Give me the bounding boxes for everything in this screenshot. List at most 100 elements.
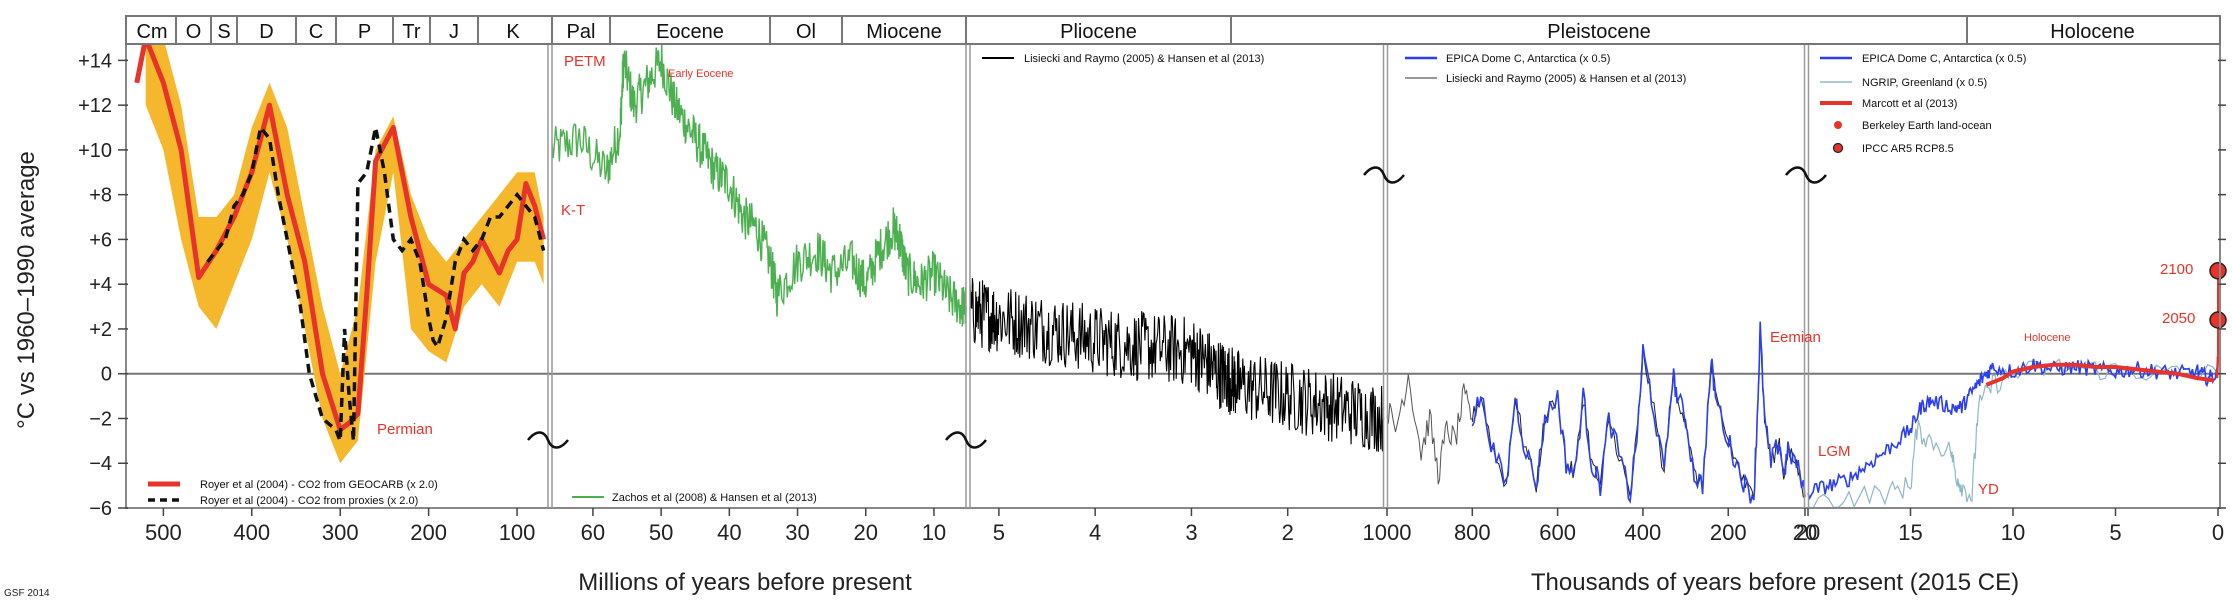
axis-break-squiggle — [1363, 166, 1405, 184]
y-tick-label: +6 — [89, 229, 112, 251]
x-tick-label: 100 — [499, 520, 536, 545]
annotation-holocene: Holocene — [2024, 332, 2070, 344]
era-label: K — [506, 21, 520, 43]
legend-label: Lisiecki and Raymo (2005) & Hansen et al… — [1446, 73, 1686, 85]
annotation-layer: Permian PETM Early Eocene K-T Eemian LGM YD Hol… — [377, 53, 2195, 498]
x-tick-label: 500 — [145, 520, 182, 545]
x-axis-label-left: Millions of years before present — [578, 569, 912, 596]
y-tick-label: +12 — [78, 95, 112, 117]
series-royer-proxies — [206, 123, 546, 442]
y-tick-label: −6 — [89, 498, 112, 520]
x-tick-label: 800 — [1454, 520, 1491, 545]
x-tick-label: 400 — [233, 520, 270, 545]
series-marcott — [1985, 362, 2215, 387]
y-axis-label: °C vs 1960–1990 average — [13, 151, 40, 429]
x-tick-label: 30 — [785, 520, 809, 545]
projection-point — [2209, 262, 2227, 280]
era-label: S — [217, 21, 230, 43]
era-label: D — [259, 21, 273, 43]
era-label: Miocene — [866, 21, 942, 43]
x-tick-label: 4 — [1089, 520, 1101, 545]
x-tick-label: 15 — [1898, 520, 1922, 545]
y-tick-label: 0 — [101, 364, 112, 386]
x-tick-label: 200 — [1710, 520, 1747, 545]
footer-credit: GSF 2014 — [4, 588, 50, 599]
x-tick-label: 10 — [922, 520, 946, 545]
annotation-eemian: Eemian — [1770, 329, 1821, 346]
era-header: Cm O S D C P Tr J K Pal Eocene Ol Miocene Pliocene Ple… — [125, 15, 2221, 45]
series-lisiecki-pleistocene — [1386, 374, 1473, 485]
annotation-yd: YD — [1978, 481, 1999, 498]
legend-label: Royer et al (2004) - CO2 from proxies (x… — [200, 495, 418, 507]
axis-break-squiggle — [1785, 166, 1827, 184]
era-label: P — [358, 21, 371, 43]
x-tick-label: 200 — [410, 520, 447, 545]
projection-point — [2209, 311, 2227, 329]
era-label: Pliocene — [1060, 21, 1137, 43]
y-tick-label: +4 — [89, 274, 112, 296]
x-axis: 500 400 300 200 100 60 50 40 30 20 10 5 4 3 2 1000 800 60… — [145, 508, 2224, 545]
x-tick-label: 20 — [853, 520, 877, 545]
x-tick-label: 20 — [1793, 520, 1817, 545]
era-label: Ol — [796, 21, 816, 43]
era-label: Tr — [402, 21, 420, 43]
x-tick-label: 1000 — [1363, 520, 1412, 545]
legend-label: EPICA Dome C, Antarctica (x 0.5) — [1862, 53, 2026, 65]
axis-break-squiggle — [945, 431, 987, 449]
era-header-frame — [125, 15, 2221, 45]
annotation-petm: PETM — [564, 53, 606, 70]
era-label: Cm — [136, 21, 167, 43]
era-label: Eocene — [656, 21, 724, 43]
band-layer — [145, 38, 544, 464]
uncertainty-band — [145, 38, 544, 464]
legend-label: IPCC AR5 RCP8.5 — [1862, 143, 1954, 155]
series-epica-holocene — [1807, 358, 2219, 500]
series-epica-pleistocene — [1471, 321, 1806, 505]
y-tick-label: +2 — [89, 319, 112, 341]
legend-label: Royer et al (2004) - CO2 from GEOCARB (x… — [200, 479, 438, 491]
series-ngrip — [1807, 358, 2219, 509]
annotation-2100: 2100 — [2160, 261, 2193, 278]
legend-label: Zachos et al (2008) & Hansen et al (2013… — [612, 492, 817, 504]
annotation-kt: K-T — [561, 202, 585, 219]
x-tick-label: 400 — [1625, 520, 1662, 545]
y-tick-label: +14 — [78, 50, 112, 72]
x-axis-label-right: Thousands of years before present (2015 … — [1531, 569, 2019, 596]
series-berkeley — [2215, 355, 2220, 379]
era-label: Pleistocene — [1547, 21, 1650, 43]
x-tick-label: 5 — [993, 520, 1005, 545]
annotation-lgm: LGM — [1818, 443, 1851, 460]
era-label: O — [186, 21, 202, 43]
legend-layer: Royer et al (2004) - CO2 from GEOCARB (x… — [148, 53, 2026, 507]
legend-label: Marcott et al (2013) — [1862, 98, 1957, 110]
y-tick-label: −2 — [89, 408, 112, 430]
x-tick-label: 300 — [322, 520, 359, 545]
legend-label: Berkeley Earth land-ocean — [1862, 120, 1992, 132]
legend-label: EPICA Dome C, Antarctica (x 0.5) — [1446, 53, 1610, 65]
annotation-2050: 2050 — [2162, 310, 2195, 327]
y-axis: −6 −4 −2 0 +2 +4 +6 +8 +10 +12 +14 — [78, 50, 2226, 520]
series-zachos — [551, 45, 967, 327]
x-tick-label: 600 — [1539, 520, 1576, 545]
y-tick-label: +8 — [89, 185, 112, 207]
era-label: C — [309, 21, 323, 43]
legend-label: Lisiecki and Raymo (2005) & Hansen et al… — [1024, 53, 1264, 65]
era-label: Holocene — [2050, 21, 2135, 43]
x-tick-label: 20 — [1796, 520, 1820, 545]
x-tick-label: 2 — [1282, 520, 1294, 545]
series-royer-geocarb — [134, 35, 547, 433]
x-tick-label: 10 — [2001, 520, 2025, 545]
era-label: J — [449, 21, 459, 43]
x-tick-label: 5 — [2109, 520, 2121, 545]
era-label: Pal — [567, 21, 596, 43]
x-tick-label: 40 — [717, 520, 741, 545]
series-lisiecki-pliocene — [969, 278, 1385, 452]
y-tick-label: −4 — [89, 453, 112, 475]
annotation-permian: Permian — [377, 421, 433, 438]
x-tick-label: 60 — [581, 520, 605, 545]
x-tick-label: 0 — [2212, 520, 2224, 545]
legend-swatch — [1834, 121, 1842, 129]
axis-break-squiggle — [527, 431, 569, 449]
y-tick-label: +10 — [78, 140, 112, 162]
